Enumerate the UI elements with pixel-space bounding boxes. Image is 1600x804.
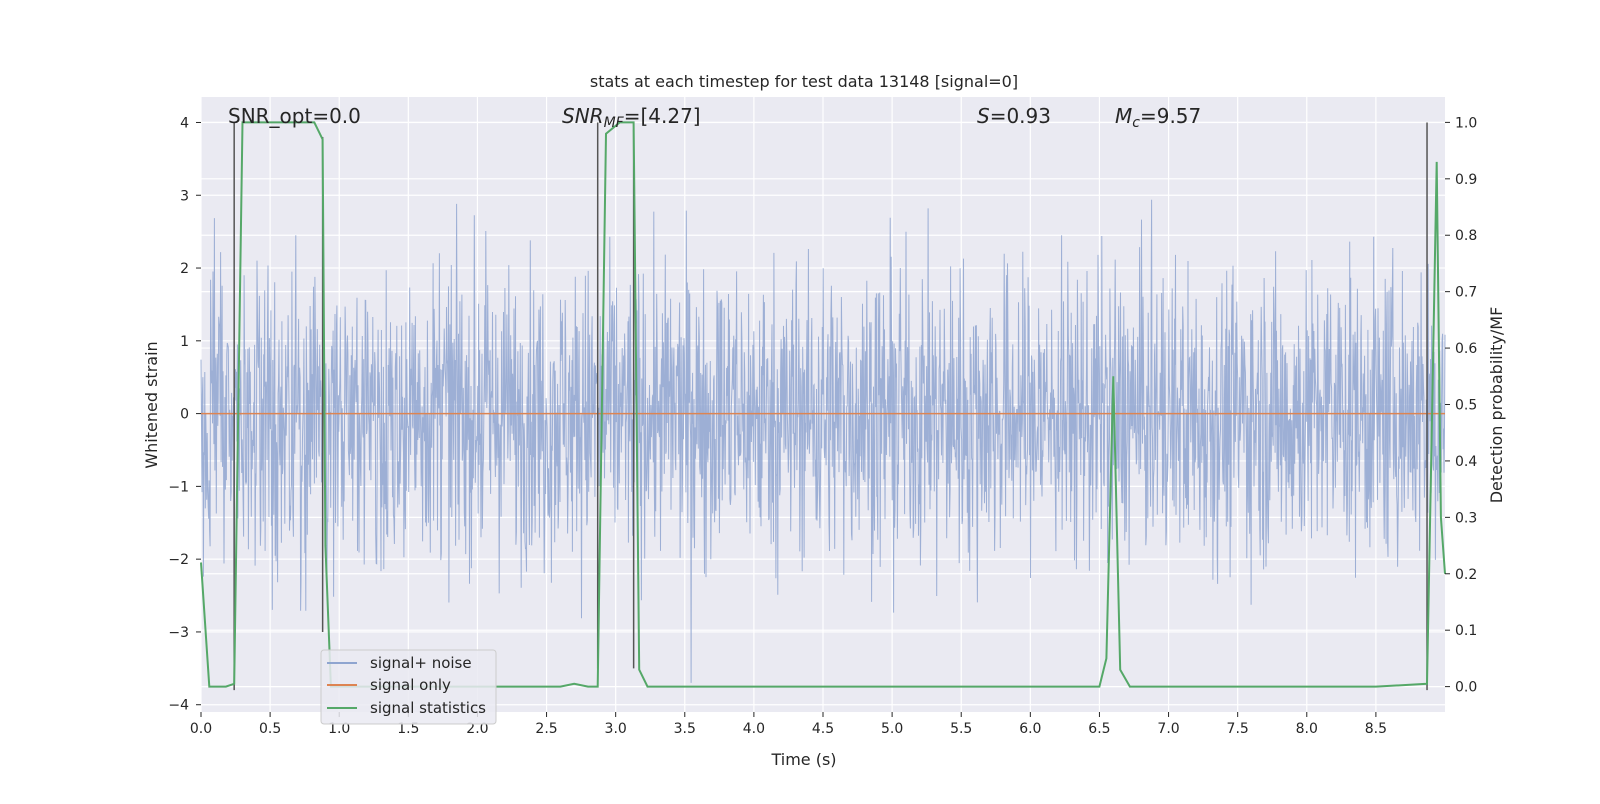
snr-mf-subscript: MF <box>604 115 625 131</box>
snr-opt-annotation: SNR_opt=0.0 <box>228 104 361 128</box>
signal-noise-line <box>200 199 1446 683</box>
y-right-tick-label: 0.3 <box>1455 510 1477 526</box>
y-right-tick-label: 0.9 <box>1455 172 1477 188</box>
s-symbol: S <box>977 104 990 128</box>
x-axis-label: Time (s) <box>770 750 836 769</box>
x-tick-label: 6.0 <box>1019 721 1041 737</box>
y-left-tick-label: 0 <box>180 407 189 423</box>
y-right-tick-label: 0.8 <box>1455 228 1477 244</box>
legend: signal+ noise signal only signal statist… <box>320 649 497 725</box>
x-tick-label: 1.0 <box>328 721 350 737</box>
signal-statistics-line <box>200 121 1446 688</box>
x-axis-ticks: 0.0 0.5 1.0 1.5 2.0 2.5 3.0 3.5 4.0 4.5 5.0 5.5 6.0 6… <box>190 712 1387 737</box>
y-left-tick-label: −1 <box>168 479 189 495</box>
y-left-tick-label: −2 <box>168 552 189 568</box>
mc-subscript: c <box>1132 115 1140 131</box>
x-tick-label: 4.0 <box>743 721 765 737</box>
y-right-axis-label: Detection probability/MF <box>1487 307 1506 504</box>
x-tick-label: 6.5 <box>1088 721 1110 737</box>
y-right-tick-label: 0.5 <box>1455 398 1477 414</box>
y-left-tick-label: 2 <box>180 261 189 277</box>
y-left-tick-label: 4 <box>180 115 189 131</box>
x-tick-label: 1.5 <box>397 721 419 737</box>
legend-label-signal-noise: signal+ noise <box>370 654 472 672</box>
annotations: SNR_opt=0.0 SNRMF=[4.27] S=0.93 Mc=9.57 <box>228 104 1201 131</box>
x-tick-label: 8.5 <box>1365 721 1387 737</box>
legend-label-signal-only: signal only <box>370 676 451 694</box>
series-signal-statistics <box>200 121 1446 688</box>
x-tick-label: 5.5 <box>950 721 972 737</box>
series-signal-noise <box>200 199 1446 683</box>
x-tick-label: 4.5 <box>812 721 834 737</box>
y-left-axis-ticks: −4 −3 −2 −1 0 1 2 3 4 <box>168 115 201 714</box>
x-tick-label: 3.0 <box>605 721 627 737</box>
y-left-axis-label: Whitened strain <box>142 341 161 468</box>
x-tick-label: 5.0 <box>881 721 903 737</box>
x-tick-label: 2.0 <box>466 721 488 737</box>
s-value: =0.93 <box>990 104 1051 128</box>
x-tick-label: 7.0 <box>1157 721 1179 737</box>
snr-mf-annotation: SNRMF=[4.27] <box>562 104 701 131</box>
y-left-tick-label: −4 <box>168 698 189 714</box>
y-right-tick-label: 0.6 <box>1455 341 1477 357</box>
grid <box>200 97 1445 712</box>
y-left-tick-label: 3 <box>180 188 189 204</box>
y-right-tick-label: 0.1 <box>1455 623 1477 639</box>
s-annotation: S=0.93 <box>977 104 1051 128</box>
mc-value: =9.57 <box>1140 104 1201 128</box>
x-tick-label: 0.0 <box>190 721 212 737</box>
snr-mf-value: =[4.27] <box>624 104 701 128</box>
y-left-tick-label: −3 <box>168 625 189 641</box>
y-right-tick-label: 0.2 <box>1455 567 1477 583</box>
y-right-tick-label: 0.7 <box>1455 285 1477 301</box>
y-right-axis-ticks: 0.0 0.1 0.2 0.3 0.4 0.5 0.6 0.7 0.8 0.9 1.0 <box>1445 115 1477 696</box>
y-right-tick-label: 0.0 <box>1455 680 1477 696</box>
y-right-tick-label: 0.4 <box>1455 454 1477 470</box>
x-tick-label: 7.5 <box>1227 721 1249 737</box>
y-left-tick-label: 1 <box>180 334 189 350</box>
x-tick-label: 2.5 <box>535 721 557 737</box>
y-right-tick-label: 1.0 <box>1455 115 1477 131</box>
mc-symbol: M <box>1115 104 1132 128</box>
x-tick-label: 3.5 <box>674 721 696 737</box>
snr-mf-symbol: SNR <box>562 104 604 128</box>
chart-title: stats at each timestep for test data 131… <box>590 72 1018 91</box>
x-tick-label: 8.0 <box>1296 721 1318 737</box>
legend-label-signal-statistics: signal statistics <box>370 699 486 717</box>
mc-annotation: Mc=9.57 <box>1115 104 1201 131</box>
x-tick-label: 0.5 <box>259 721 281 737</box>
